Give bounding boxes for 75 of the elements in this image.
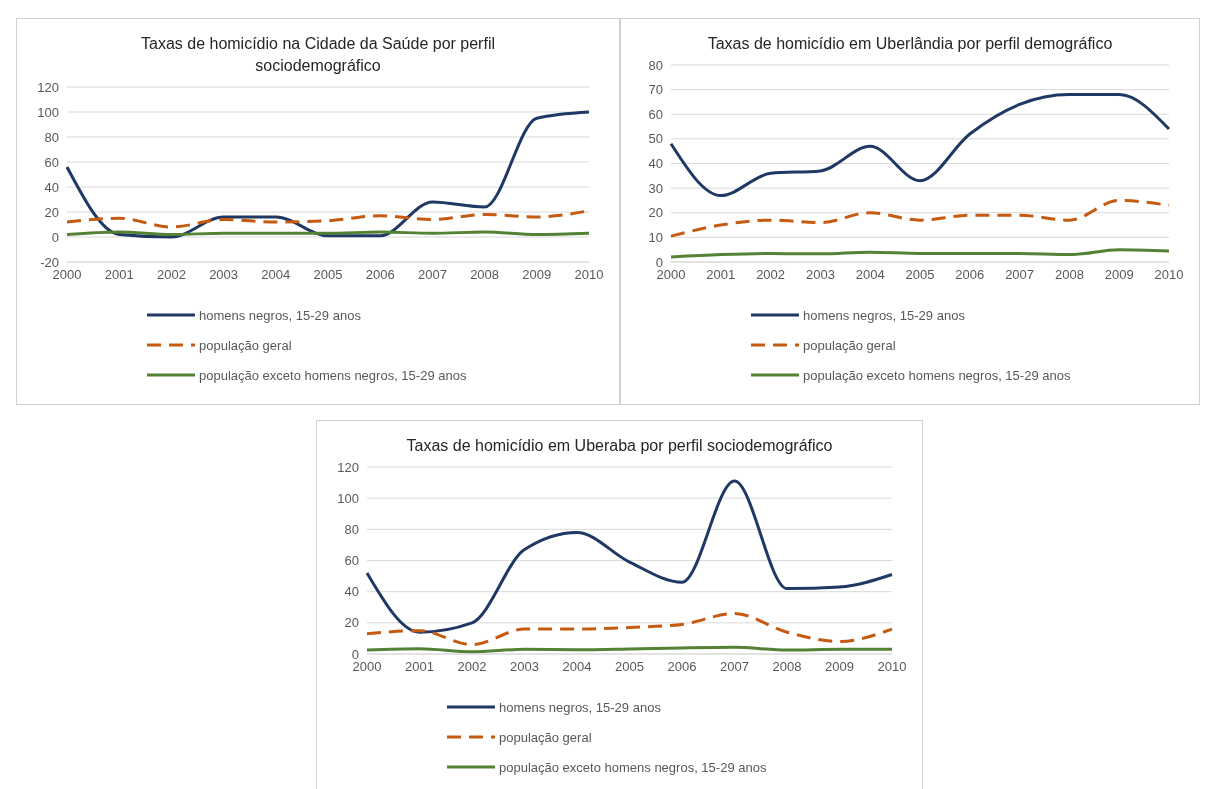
legend-label: homens negros, 15-29 anos [199,307,361,323]
y-tick-label: 100 [337,490,359,506]
x-tick-label: 2008 [470,267,500,283]
line-series [65,110,591,239]
y-tick-label: 40 [44,179,59,195]
x-tick-label: 2009 [825,659,854,675]
y-tick-label: 60 [648,106,663,122]
x-tick-label: 2009 [522,267,552,283]
x-tick-label: 2003 [510,659,539,675]
x-tick-label: 2010 [574,267,604,283]
y-tick-label: 30 [648,180,663,196]
x-tick-label: 2006 [667,659,697,675]
x-tick-label: 2008 [772,659,802,675]
x-tick-label: 2005 [905,267,935,283]
x-tick-label: 2000 [352,659,382,675]
chart-title: Taxas de homicídio em Uberaba por perfil sociodemográfico [405,436,834,456]
legend-label: homens negros, 15-29 anos [803,307,965,323]
legend-label: população exceto homens negros, 15-29 anos [499,759,767,775]
y-tick-label: 80 [344,521,359,537]
x-tick-label: 2005 [313,267,343,283]
y-tick-label: 100 [37,104,59,120]
x-tick-label: 2007 [417,267,447,283]
y-tick-label: 70 [648,82,663,98]
y-tick-label: 80 [648,57,663,73]
y-tick-label: 60 [44,154,59,170]
y-tick-label: 50 [648,131,663,147]
y-tick-label: 20 [44,204,59,220]
y-tick-label: 40 [344,584,359,600]
line-series [669,248,1171,259]
line-series [365,611,894,647]
x-tick-label: 2003 [209,267,239,283]
x-tick-label: 2006 [365,267,395,283]
x-tick-label: 2001 [405,659,434,675]
y-tick-label: 120 [37,79,59,95]
legend-label: população geral [803,337,896,353]
x-tick-label: 2010 [1154,267,1184,283]
chart-title: Taxas de homicídio na Cidade da Saúde por perfil sociodemográfico [140,34,496,76]
x-tick-label: 2000 [656,267,686,283]
legend-label: população exceto homens negros, 15-29 anos [803,367,1071,383]
x-tick-label: 2000 [52,267,82,283]
line-series [669,93,1171,198]
x-tick-label: 2007 [720,659,749,675]
y-tick-label: 20 [344,615,359,631]
y-tick-label: 80 [44,129,59,145]
x-tick-label: 2004 [855,267,885,283]
y-tick-label: 0 [655,254,663,270]
y-tick-label: 60 [344,553,359,569]
y-tick-label: 10 [648,229,663,245]
y-tick-label: 120 [337,459,359,475]
x-tick-label: 2002 [756,267,786,283]
x-tick-label: 2002 [156,267,186,283]
legend-label: população exceto homens negros, 15-29 anos [199,367,467,383]
y-tick-label: 20 [648,205,663,221]
x-tick-label: 2003 [805,267,835,283]
x-tick-label: 2005 [615,659,644,675]
x-tick-label: 2006 [955,267,985,283]
x-tick-label: 2008 [1054,267,1084,283]
x-tick-label: 2004 [562,659,592,675]
x-tick-label: 2007 [1005,267,1035,283]
line-series [669,198,1171,238]
x-tick-label: 2001 [706,267,736,283]
legend-label: homens negros, 15-29 anos [499,699,661,715]
y-tick-label: 0 [51,229,59,245]
line-series [365,479,894,634]
x-tick-label: 2004 [261,267,291,283]
x-tick-label: 2002 [457,659,487,675]
y-tick-label: -20 [40,254,59,270]
y-tick-label: 40 [648,156,663,172]
legend-label: população geral [499,729,592,745]
x-tick-label: 2001 [104,267,134,283]
x-tick-label: 2010 [877,659,907,675]
x-tick-label: 2009 [1104,267,1134,283]
chart-title: Taxas de homicídio em Uberlândia por perfil demográfico [706,34,1114,54]
y-tick-label: 0 [351,646,359,662]
legend-label: população geral [199,337,292,353]
